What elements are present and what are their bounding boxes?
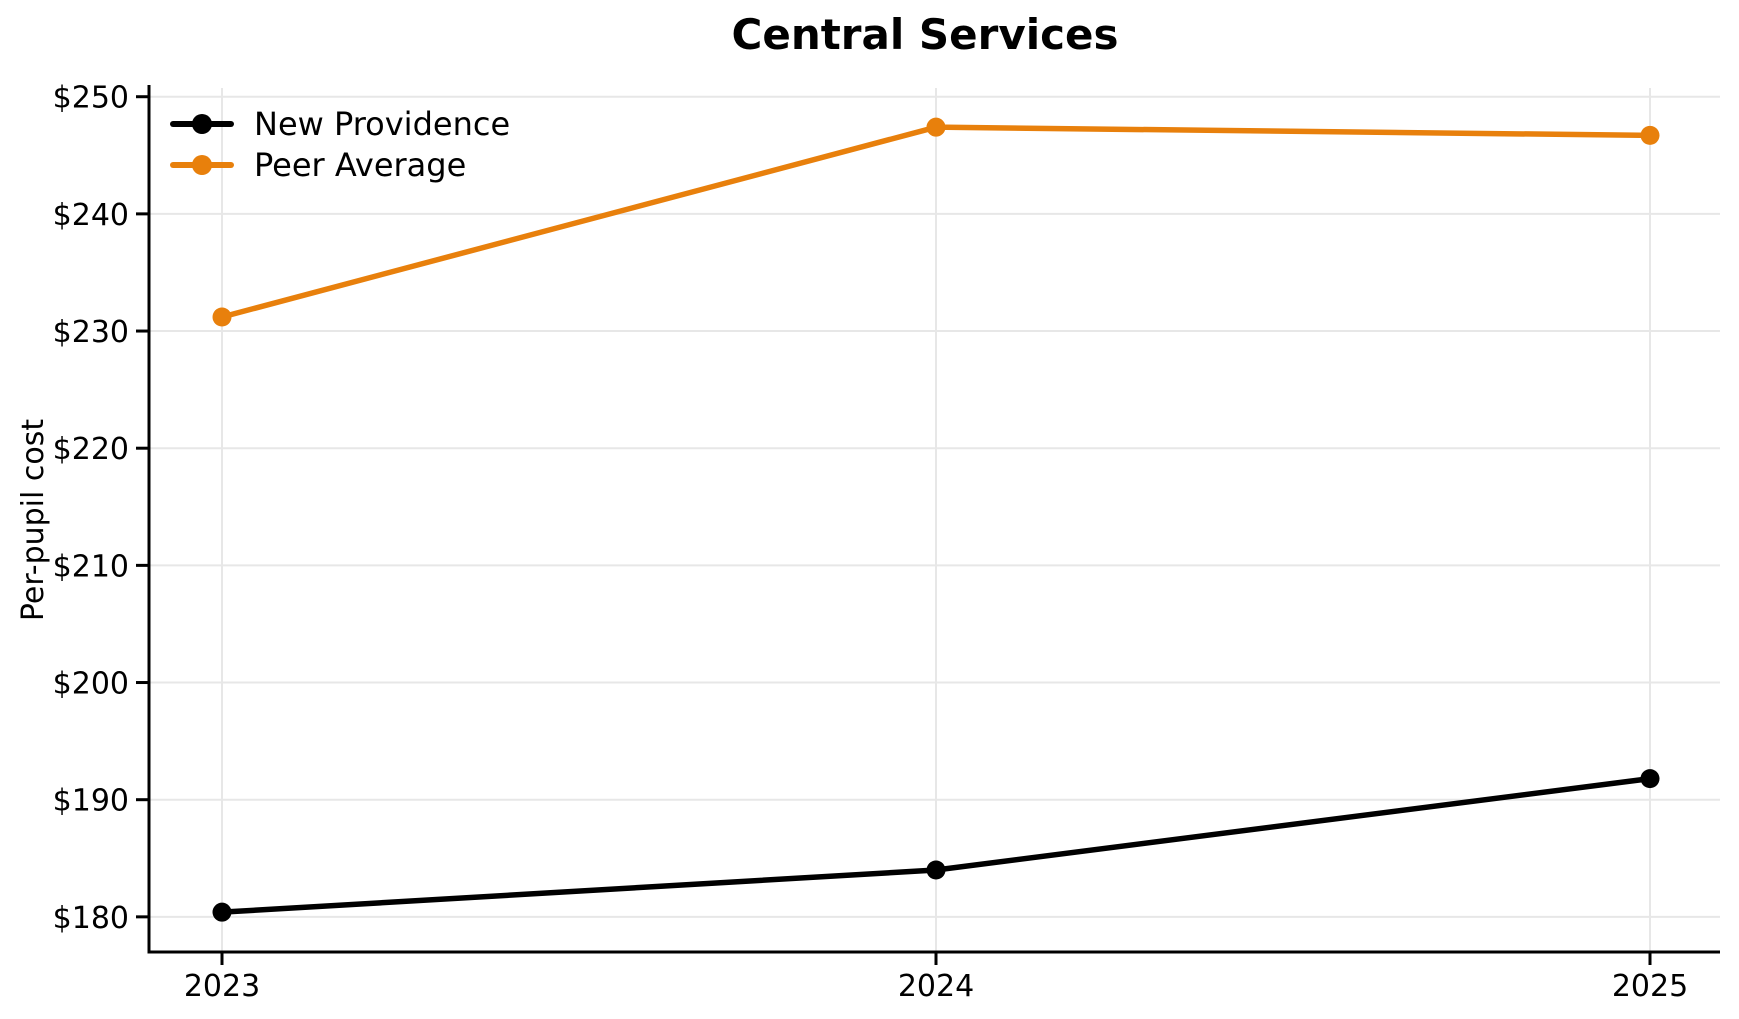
legend-line-sample-peer-average [170, 154, 234, 175]
legend-label-new-providence: New Providence [254, 104, 511, 143]
legend-marker-icon [192, 154, 212, 175]
x-tick-label: 2024 [898, 969, 974, 1004]
y-tick-label: $210 [53, 549, 129, 584]
legend-item-new-providence: New Providence [170, 103, 510, 144]
data-point-new-providence [1640, 769, 1660, 789]
y-tick-label: $240 [53, 198, 129, 233]
x-tick-label: 2025 [1612, 969, 1688, 1004]
legend-marker-icon [192, 113, 212, 134]
legend-line-sample-new-providence [170, 113, 234, 134]
y-tick-label: $230 [53, 315, 129, 350]
legend-item-peer-average: Peer Average [170, 144, 510, 185]
y-tick-label: $220 [53, 432, 129, 467]
x-tick-label: 2023 [184, 969, 260, 1004]
legend-label-peer-average: Peer Average [254, 145, 467, 184]
data-point-new-providence [926, 860, 946, 880]
y-tick-label: $180 [53, 901, 129, 936]
legend: New Providence Peer Average [170, 103, 510, 185]
data-point-peer-average [1640, 125, 1660, 145]
chart-title: Central Services [731, 10, 1119, 59]
y-tick-label: $200 [53, 667, 129, 702]
data-point-peer-average [212, 307, 232, 327]
data-point-peer-average [926, 117, 946, 137]
y-tick-label: $250 [53, 81, 129, 116]
y-tick-label: $190 [53, 784, 129, 819]
data-point-new-providence [212, 902, 232, 922]
